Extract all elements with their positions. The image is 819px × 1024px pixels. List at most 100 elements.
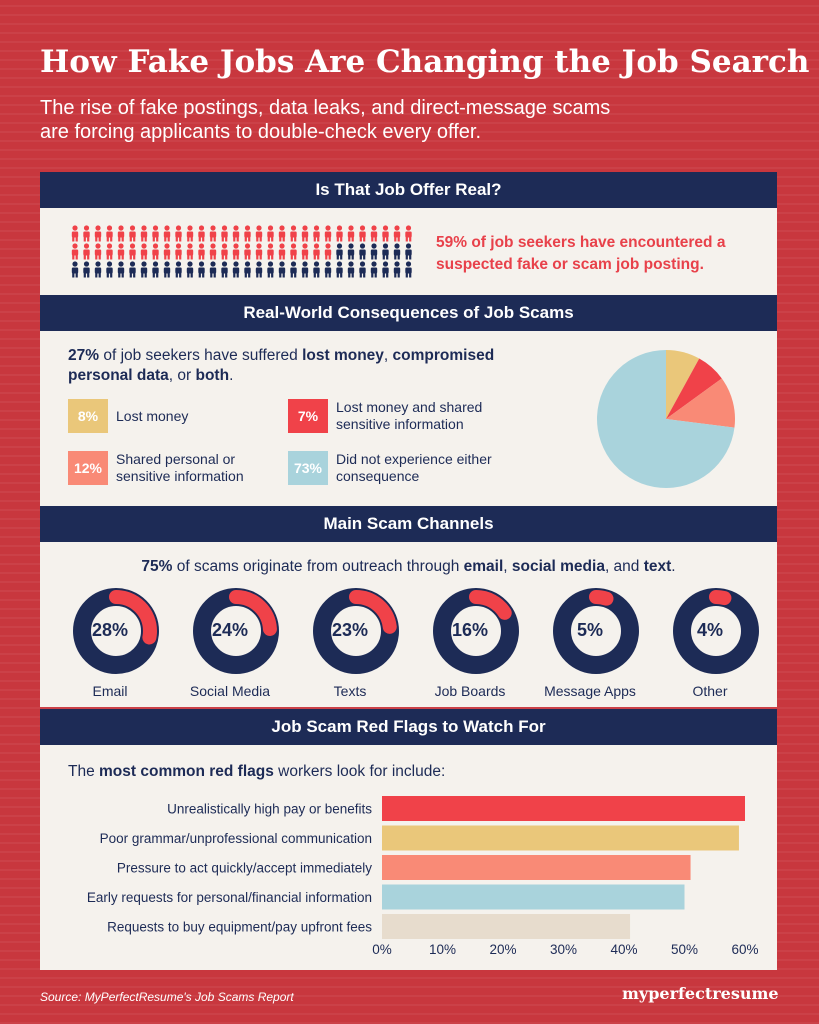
brand-logo: myperfectresume [622, 984, 779, 1003]
pie-slice [666, 378, 735, 428]
lead-text-1: The [68, 763, 100, 780]
lead-bold-1: most common red flags [99, 763, 274, 780]
bar-category-label: Early requests for personal/financial in… [87, 890, 372, 905]
person-icon [106, 243, 113, 260]
legend-label-line: Did not experience either [336, 451, 492, 467]
legend-label: Did not experience either consequence [336, 451, 492, 485]
people-icon-grid [71, 225, 412, 278]
person-icon [163, 261, 171, 278]
x-tick-label: 30% [550, 942, 577, 957]
person-icon [232, 261, 240, 278]
person-icon [359, 225, 366, 242]
donut-value-label: 23% [331, 620, 369, 640]
person-icon [255, 261, 263, 278]
legend-swatch: 7% [288, 399, 328, 433]
person-icon [71, 261, 79, 278]
person-icon [152, 261, 159, 278]
person-icon [405, 261, 412, 278]
person-icon [83, 243, 90, 260]
donut-value-label: 28% [91, 620, 129, 640]
person-icon [140, 243, 148, 260]
section-heading-job-offer: Is That Job Offer Real? [40, 172, 777, 208]
person-icon [324, 225, 332, 242]
lead-text-4: . [671, 558, 676, 575]
donut-arc [555, 590, 637, 672]
person-icon [244, 261, 251, 278]
person-icon [117, 261, 125, 278]
person-icon [255, 243, 263, 260]
person-icon [221, 261, 228, 278]
person-icon [405, 225, 412, 242]
lead-text-3: , or [168, 367, 196, 384]
subtitle-line-2: are forcing applicants to double-check e… [40, 121, 481, 143]
lead-text-4: . [229, 367, 234, 384]
person-icon [140, 225, 148, 242]
legend-swatch: 12% [68, 451, 108, 485]
legend-label: Lost money [116, 408, 188, 425]
person-icon [163, 225, 171, 242]
donut-category-label: Other [692, 683, 728, 699]
person-icon [370, 225, 378, 242]
legend-label-line: Lost money and shared [336, 399, 483, 415]
lead-bold-3: text [643, 558, 672, 575]
donut-ring [73, 588, 159, 674]
donut-social-media: 24% Social Media [186, 587, 286, 699]
person-icon [370, 261, 378, 278]
person-icon [244, 243, 251, 260]
stat-line-1: 59% of job seekers have encountered a [436, 234, 726, 251]
person-icon [278, 243, 286, 260]
page-subtitle: The rise of fake postings, data leaks, a… [40, 96, 800, 144]
person-icon [198, 261, 205, 278]
person-icon [117, 225, 125, 242]
legend-item-lost-money: 8% Lost money [68, 399, 188, 433]
legend-item-no-consequence: 73% Did not experience either consequence [288, 451, 492, 485]
x-tick-label: 0% [372, 942, 392, 957]
person-icon [129, 225, 136, 242]
channels-lead: 75% of scams originate from outreach thr… [40, 557, 777, 577]
stat-line-2: suspected fake or scam job posting. [436, 256, 704, 273]
legend-label-line: Lost money [116, 407, 189, 424]
person-icon [175, 225, 182, 242]
lead-text-2: workers look for include: [273, 763, 446, 780]
person-icon [186, 261, 194, 278]
person-icon [267, 243, 274, 260]
red-flags-bar-chart: Unrealistically high pay or benefits Poor… [87, 796, 759, 957]
bar [382, 855, 691, 880]
person-icon [152, 225, 159, 242]
donut-ring [313, 588, 399, 674]
person-icon [382, 261, 389, 278]
person-icon [301, 225, 309, 242]
person-icon [83, 261, 90, 278]
pie-slice [597, 350, 735, 488]
person-icon [382, 225, 389, 242]
person-icon [83, 225, 90, 242]
donut-value-label: 5% [576, 620, 603, 640]
legend-swatch: 8% [68, 399, 108, 433]
person-icon [221, 225, 228, 242]
person-icon [106, 225, 113, 242]
person-icon [232, 243, 240, 260]
subtitle-line-1: The rise of fake postings, data leaks, a… [40, 97, 611, 119]
person-icon [106, 261, 113, 278]
lead-bold-2: social media [511, 558, 605, 575]
donut-arc [675, 590, 757, 672]
page-title: How Fake Jobs Are Changing the Job Searc… [40, 44, 810, 80]
donut-category-label: Social Media [189, 683, 271, 699]
lead-bold-1: lost money [302, 347, 384, 364]
section-card-channels [40, 542, 777, 707]
legend-item-lost-money-and-shared: 7% Lost money and shared sensitive inform… [288, 399, 482, 433]
donut-ring [193, 588, 279, 674]
person-icon [221, 243, 228, 260]
person-icon [232, 225, 240, 242]
person-icon [301, 261, 309, 278]
donut-ring [433, 588, 519, 674]
person-icon [152, 243, 159, 260]
person-icon [393, 225, 401, 242]
legend-item-shared-info: 12% Shared personal or sensitive informat… [68, 451, 244, 485]
bar [382, 884, 685, 910]
person-icon [359, 261, 366, 278]
donut-arc [435, 590, 517, 672]
person-icon [255, 225, 263, 242]
person-icon [94, 243, 102, 260]
section-heading-red-flags: Job Scam Red Flags to Watch For [40, 709, 777, 745]
